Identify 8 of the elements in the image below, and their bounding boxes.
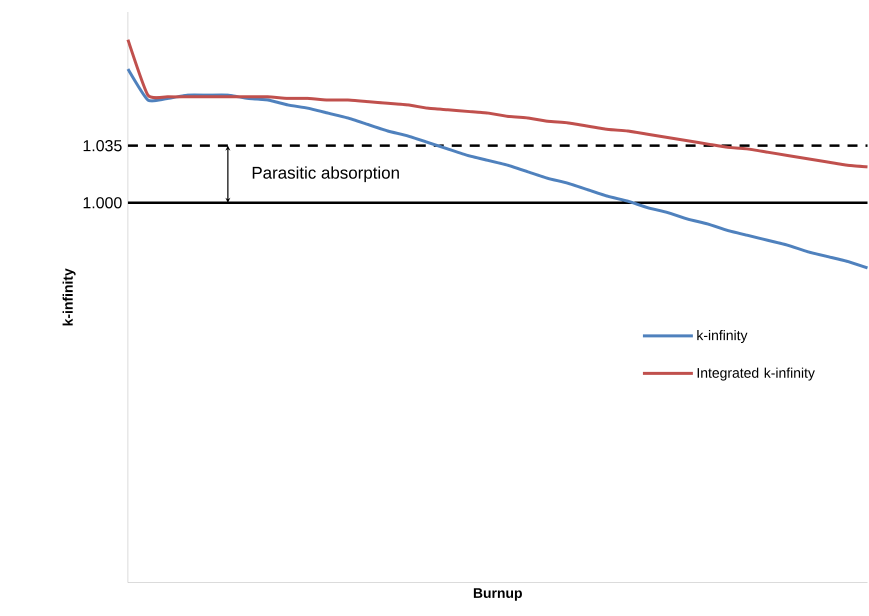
- y-tick-label: 1.000: [84, 197, 122, 209]
- legend-label: k-infinity: [697, 330, 748, 344]
- legend-label: Integrated k-infinity: [698, 368, 815, 381]
- y-tick-label: 1.035: [84, 140, 122, 152]
- x-axis-title: Burnup: [474, 588, 522, 601]
- annotation: Parasitic absorption: [252, 166, 399, 182]
- y-axis-title: k-infinity: [62, 268, 76, 326]
- line-series: [126, 68, 869, 270]
